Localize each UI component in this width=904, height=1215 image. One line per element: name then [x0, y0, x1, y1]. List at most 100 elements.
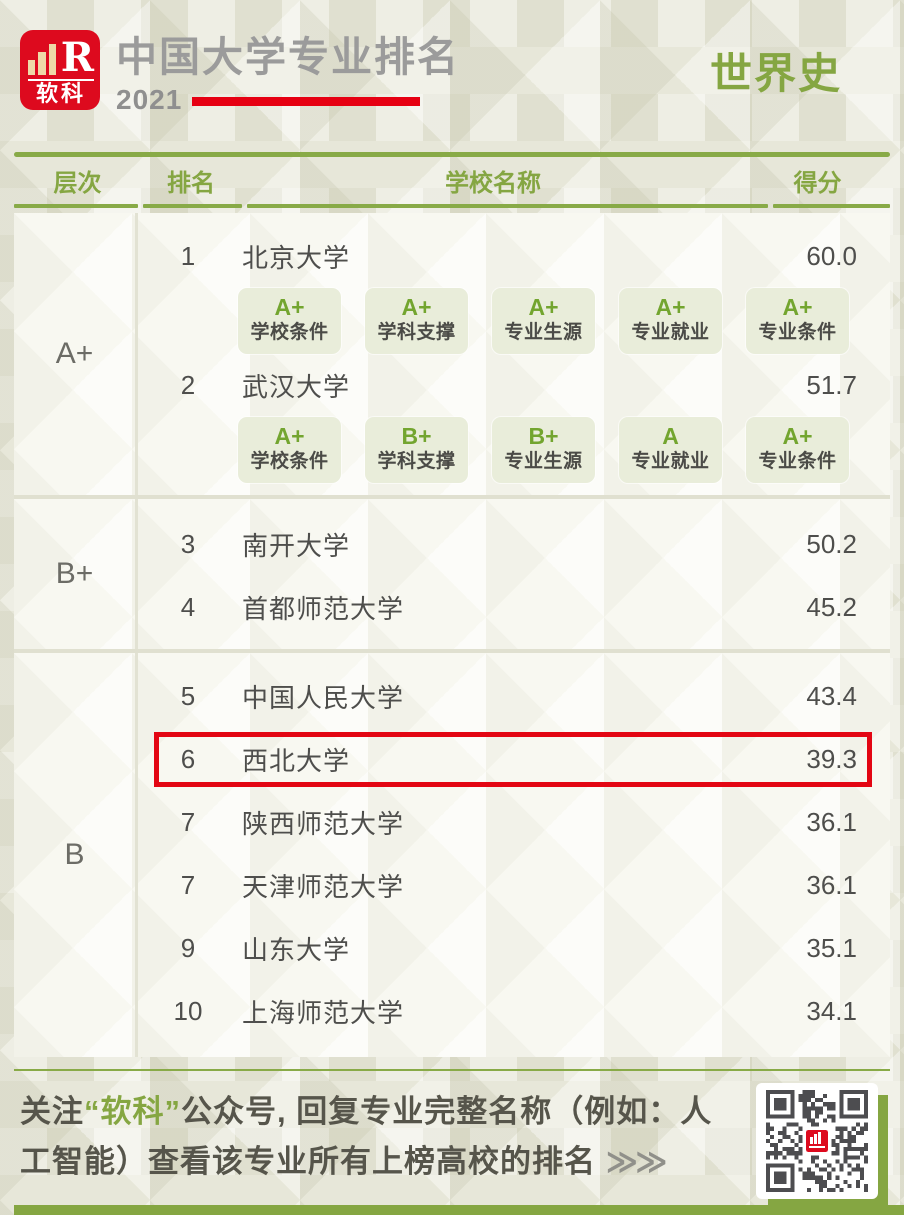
header: R 软科 中国大学专业排名 2021 世界史	[14, 0, 890, 116]
table-header-row: 层次 排名 学校名称 得分	[14, 157, 890, 204]
tier-label: B	[14, 652, 138, 1057]
badge-label: 学科支撑	[377, 322, 456, 344]
score-cell: 50.2	[806, 528, 857, 559]
badge-grade: A	[662, 422, 679, 449]
column-header-school: 学校名称	[445, 169, 541, 197]
school-name-cell: 北京大学	[242, 242, 351, 273]
section-content: 3 南开大学 50.2 4 首都师范大学 45.2	[138, 499, 890, 649]
score-cell: 34.1	[806, 995, 857, 1026]
school-name-cell: 南开大学	[242, 530, 351, 561]
rank-cell: 10	[173, 995, 203, 1026]
title-block: 中国大学专业排名 2021	[116, 30, 460, 116]
badge-label: 专业生源	[504, 451, 583, 473]
score-cell: 45.2	[806, 591, 857, 622]
badge-grade: A+	[274, 422, 305, 449]
badge-label: 专业就业	[631, 322, 710, 344]
red-underline	[192, 97, 421, 107]
badge-label: 学校条件	[250, 322, 329, 344]
header-underline-segment	[14, 203, 138, 208]
table-top-rule	[14, 152, 890, 157]
school-name-cell: 上海师范大学	[242, 997, 405, 1028]
year-label: 2021	[116, 84, 183, 116]
score-cell: 51.7	[806, 369, 857, 400]
indicator-badge: A+ 专业就业	[619, 287, 722, 354]
tier-label: A+	[14, 212, 138, 495]
indicator-badge: B+ 专业生源	[492, 416, 595, 483]
table-row: 3 南开大学 50.2	[138, 513, 890, 576]
rank-cell: 7	[180, 806, 196, 837]
badge-label: 学校条件	[250, 451, 329, 473]
badge-grade: A+	[528, 293, 559, 320]
score-cell: 36.1	[806, 869, 857, 900]
qr-center-logo	[803, 1127, 831, 1155]
table-row: 10 上海师范大学 34.1	[138, 980, 890, 1043]
badge-grade: B+	[401, 422, 432, 449]
indicator-badge: A+ 专业生源	[492, 287, 595, 354]
indicator-badge: A+ 学校条件	[238, 416, 341, 483]
rank-cell: 2	[180, 369, 196, 400]
bottom-accent-bar	[14, 1205, 904, 1215]
header-underline-segment	[773, 203, 890, 208]
logo-bar-icon	[38, 52, 46, 75]
indicator-badge: A+ 学科支撑	[365, 287, 468, 354]
school-name-cell: 天津师范大学	[242, 871, 405, 902]
logo-bars-icon: R	[28, 34, 94, 82]
tier-label: B+	[14, 498, 138, 649]
year-row: 2021	[116, 84, 460, 116]
table-row: 7 陕西师范大学 36.1	[138, 791, 890, 854]
logo-r-mark: R	[60, 34, 94, 82]
footer-note: 关注“软科”公众号, 回复专业完整名称（例如：人工智能）查看该专业所有上榜高校的…	[14, 1077, 756, 1205]
indicator-badge: A 专业就业	[619, 416, 722, 483]
rank-cell: 5	[180, 680, 196, 711]
badge-label: 专业条件	[758, 451, 837, 473]
table-row: 4 首都师范大学 45.2	[138, 576, 890, 639]
table-row: 7 天津师范大学 36.1	[138, 854, 890, 917]
qr-card	[756, 1083, 878, 1200]
score-cell: 36.1	[806, 806, 857, 837]
indicator-badge: B+ 学科支撑	[365, 416, 468, 483]
header-underline	[14, 203, 890, 208]
rank-cell: 3	[180, 528, 196, 559]
school-name-cell: 山东大学	[242, 934, 351, 965]
ruanke-logo: R 软科	[20, 30, 100, 110]
section-content: 5 中国人民大学 43.4 6 西北大学 39.3 7 陕西师范大学 36.1 …	[138, 653, 890, 1057]
table-body: A+ 1 北京大学 60.0 A+ 学校条件 A+ 学科支撑	[14, 212, 890, 1057]
tier-section-a-plus: A+ 1 北京大学 60.0 A+ 学校条件 A+ 学科支撑	[14, 212, 890, 499]
badge-label: 学科支撑	[377, 451, 456, 473]
badge-grade: A+	[655, 293, 686, 320]
table-row: 9 山东大学 35.1	[138, 917, 890, 980]
column-header-tier: 层次	[53, 169, 102, 197]
school-name-cell: 陕西师范大学	[242, 808, 405, 839]
rank-cell: 4	[180, 591, 196, 622]
tier-section-b-plus: B+ 3 南开大学 50.2 4 首都师范大学 45.2	[14, 498, 890, 653]
logo-bar-icon	[28, 60, 36, 75]
badge-grade: A+	[401, 293, 432, 320]
table-row: 1 北京大学 60.0	[138, 225, 890, 288]
table-row: 2 武汉大学 51.7	[138, 354, 890, 417]
footer-brand-name: “软科”	[84, 1094, 181, 1130]
score-cell: 39.3	[806, 743, 857, 774]
qr-code	[766, 1090, 868, 1193]
badge-grade: A+	[782, 422, 813, 449]
badge-label: 专业就业	[631, 451, 710, 473]
school-name-cell: 首都师范大学	[242, 593, 405, 624]
qr-block	[756, 1083, 890, 1214]
rank-cell: 9	[180, 932, 196, 963]
highlight-box	[154, 731, 872, 787]
logo-brand-text: 软科	[28, 78, 94, 106]
tier-section-b: B 5 中国人民大学 43.4 6 西北大学 39.3 7 陕西师范大学 36.…	[14, 652, 890, 1057]
header-underline-segment	[247, 203, 768, 208]
indicator-badges: A+ 学校条件 B+ 学科支撑 B+ 专业生源 A 专业就业	[238, 416, 890, 483]
indicator-badge: A+ 专业条件	[746, 416, 849, 483]
badge-grade: A+	[782, 293, 813, 320]
indicator-badge: A+ 学校条件	[238, 287, 341, 354]
badge-grade: B+	[528, 422, 559, 449]
badge-grade: A+	[274, 293, 305, 320]
footer: 关注“软科”公众号, 回复专业完整名称（例如：人工智能）查看该专业所有上榜高校的…	[14, 1077, 890, 1214]
rank-cell: 7	[180, 869, 196, 900]
score-cell: 35.1	[806, 932, 857, 963]
school-name-cell: 西北大学	[242, 745, 351, 776]
school-name-cell: 中国人民大学	[242, 682, 405, 713]
footer-note-body: 公众号, 回复专业完整名称（例如：人工智能）查看该专业所有上榜高校的排名	[20, 1094, 713, 1179]
